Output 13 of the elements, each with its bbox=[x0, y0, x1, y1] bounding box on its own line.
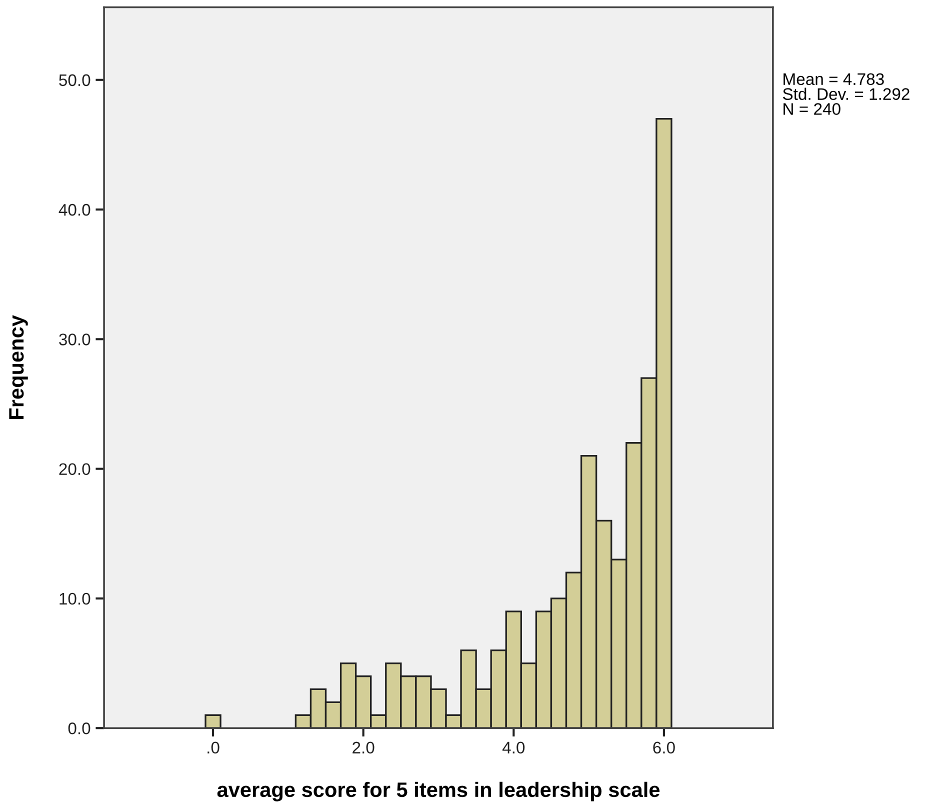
x-tick-label: 4.0 bbox=[502, 742, 525, 754]
x-tick-label: 2.0 bbox=[352, 742, 374, 754]
y-tick-label: 0.0 bbox=[68, 722, 90, 734]
x-axis-title: average score for 5 items in leadership scale bbox=[217, 782, 660, 802]
y-axis-title: Frequency bbox=[9, 315, 28, 419]
y-tick-label: 40.0 bbox=[58, 204, 90, 216]
x-tick-label: 6.0 bbox=[653, 742, 675, 754]
x-tick-label: .0 bbox=[208, 742, 220, 754]
y-tick-label: 30.0 bbox=[59, 334, 90, 346]
y-tick-label: 20.0 bbox=[59, 463, 90, 476]
y-tick-label: 10.0 bbox=[60, 592, 90, 605]
y-tick-label: 50.0 bbox=[59, 74, 90, 86]
text: Mean = 4.783 Std. Dev. = 1.292 N = 240 bbox=[782, 73, 910, 115]
